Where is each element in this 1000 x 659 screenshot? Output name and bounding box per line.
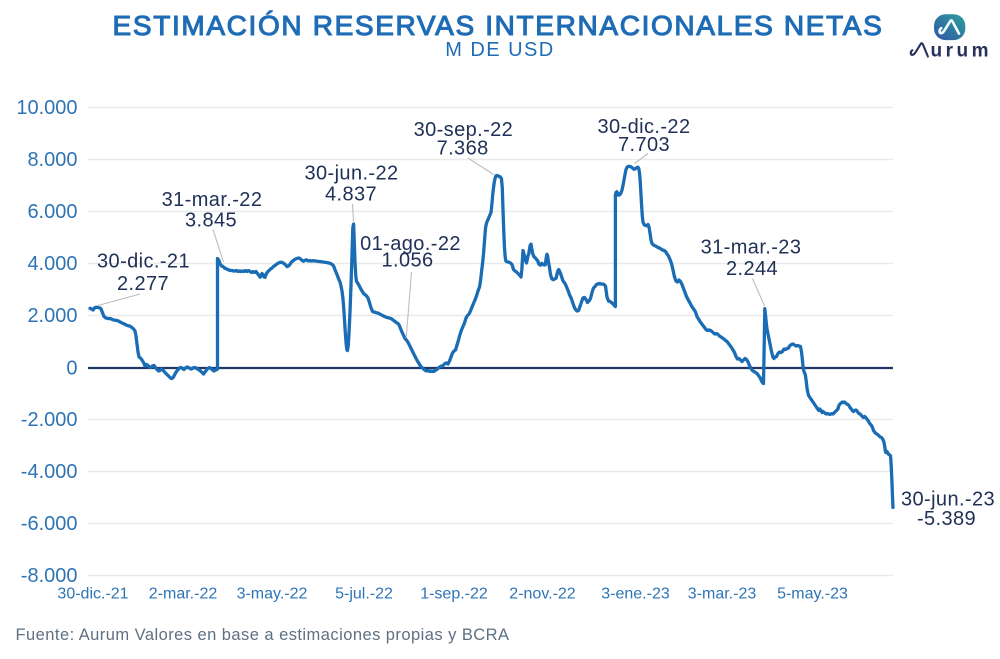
svg-text:7.703: 7.703 <box>618 134 670 156</box>
svg-text:7.368: 7.368 <box>437 138 489 160</box>
svg-text:30-jun.-23: 30-jun.-23 <box>901 489 995 511</box>
svg-text:1-sep.-22: 1-sep.-22 <box>420 586 488 603</box>
svg-text:30-dic.-22: 30-dic.-22 <box>598 116 691 138</box>
svg-text:10.000: 10.000 <box>16 97 77 119</box>
svg-text:urum: urum <box>931 41 993 62</box>
svg-text:30-jun.-22: 30-jun.-22 <box>304 162 398 184</box>
svg-text:3-may.-22: 3-may.-22 <box>237 586 308 603</box>
svg-text:-5.389: -5.389 <box>917 508 976 530</box>
svg-text:3-mar.-23: 3-mar.-23 <box>688 586 757 603</box>
svg-text:31-mar.-23: 31-mar.-23 <box>701 237 802 259</box>
svg-text:30-sep.-22: 30-sep.-22 <box>414 119 514 141</box>
svg-text:3-ene.-23: 3-ene.-23 <box>601 586 670 603</box>
svg-text:2-mar.-22: 2-mar.-22 <box>149 586 218 603</box>
svg-text:2.277: 2.277 <box>117 273 169 295</box>
svg-text:8.000: 8.000 <box>27 149 77 171</box>
svg-text:5-may.-23: 5-may.-23 <box>777 586 848 603</box>
svg-text:01-ago.-22: 01-ago.-22 <box>360 233 461 255</box>
svg-text:M DE USD: M DE USD <box>445 39 554 61</box>
svg-text:5-jul.-22: 5-jul.-22 <box>335 586 393 603</box>
svg-text:Fuente: Aurum Valores en base: Fuente: Aurum Valores en base a estimaci… <box>16 626 510 644</box>
svg-text:4.000: 4.000 <box>27 253 77 275</box>
svg-text:1.056: 1.056 <box>381 250 433 272</box>
svg-text:-6.000: -6.000 <box>21 513 78 535</box>
svg-text:30-dic.-21: 30-dic.-21 <box>57 586 128 603</box>
svg-text:-2.000: -2.000 <box>21 409 78 431</box>
svg-text:ESTIMACIÓN RESERVAS INTERNACIO: ESTIMACIÓN RESERVAS INTERNACIONALES NETA… <box>113 10 884 41</box>
svg-text:3.845: 3.845 <box>185 209 237 231</box>
svg-text:30-dic.-21: 30-dic.-21 <box>97 251 190 273</box>
svg-text:31-mar.-22: 31-mar.-22 <box>162 189 263 211</box>
svg-text:2-nov.-22: 2-nov.-22 <box>509 586 576 603</box>
svg-text:0: 0 <box>66 357 77 379</box>
svg-text:-8.000: -8.000 <box>21 565 78 587</box>
svg-text:6.000: 6.000 <box>27 201 77 223</box>
svg-text:-4.000: -4.000 <box>21 461 78 483</box>
svg-text:2.000: 2.000 <box>27 305 77 327</box>
svg-text:4.837: 4.837 <box>325 184 377 206</box>
svg-text:2.244: 2.244 <box>726 258 778 280</box>
